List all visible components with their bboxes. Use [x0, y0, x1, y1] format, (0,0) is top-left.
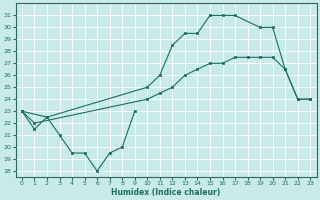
X-axis label: Humidex (Indice chaleur): Humidex (Indice chaleur) [111, 188, 221, 197]
